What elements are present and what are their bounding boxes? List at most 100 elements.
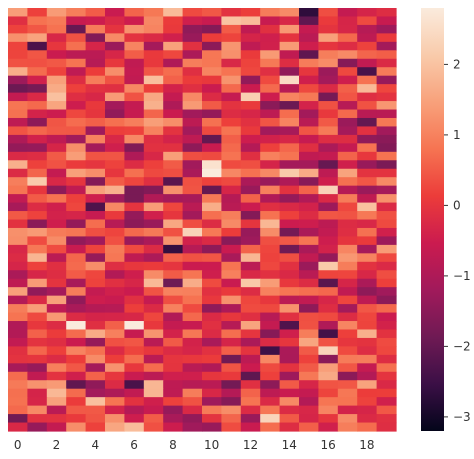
heatmap-cell [85, 287, 106, 297]
heatmap-cell [221, 24, 242, 34]
heatmap-cell [376, 185, 397, 195]
heatmap-cell [240, 329, 261, 339]
heatmap-cell [357, 58, 378, 68]
heatmap-cell [221, 253, 242, 263]
heatmap-cell [124, 422, 145, 432]
heatmap-cell [163, 295, 184, 305]
heatmap-cell [8, 363, 28, 373]
heatmap-cell [85, 329, 106, 339]
heatmap-cell [357, 41, 378, 51]
heatmap-cell [66, 185, 87, 195]
heatmap-cell [357, 397, 378, 407]
heatmap-cell [240, 84, 261, 94]
heatmap-cell [337, 278, 358, 288]
heatmap-cell [279, 321, 300, 331]
heatmap-cell [318, 397, 339, 407]
heatmap-cell [85, 185, 106, 195]
heatmap-cell [299, 295, 319, 305]
heatmap-cell [27, 109, 48, 119]
heatmap-cell [376, 177, 397, 187]
heatmap-cell [240, 75, 261, 85]
heatmap-cell [337, 8, 358, 18]
heatmap-cell [66, 177, 87, 187]
heatmap-cell [182, 346, 203, 356]
heatmap-cell [163, 202, 184, 212]
heatmap-cell [66, 278, 87, 288]
heatmap-cell [202, 168, 222, 178]
heatmap-cell [357, 185, 378, 195]
x-tick-label: 14 [282, 438, 297, 452]
heatmap-cell [221, 75, 242, 85]
heatmap-cell [143, 134, 164, 144]
heatmap-cell [260, 244, 281, 254]
heatmap-cell [240, 312, 261, 322]
heatmap-cell [376, 380, 397, 390]
heatmap-cell [376, 143, 397, 153]
heatmap-cell [124, 134, 145, 144]
heatmap-cell [299, 422, 319, 432]
heatmap-cell [337, 244, 358, 254]
heatmap-cell [85, 194, 106, 204]
heatmap-cell [318, 33, 339, 43]
heatmap-cell [260, 160, 281, 170]
heatmap-cell [240, 346, 261, 356]
heatmap-cell [221, 363, 242, 373]
heatmap-cell [357, 422, 378, 432]
heatmap-cell [299, 75, 319, 85]
heatmap-cell [357, 236, 378, 246]
heatmap-cell [105, 354, 125, 364]
heatmap-cell [163, 8, 184, 18]
heatmap-cell [337, 337, 358, 347]
heatmap-cell [240, 33, 261, 43]
x-tick-label: 12 [243, 438, 258, 452]
heatmap-cell [376, 75, 397, 85]
heatmap-cell [85, 202, 106, 212]
heatmap-cell [143, 67, 164, 77]
heatmap-cell [240, 321, 261, 331]
heatmap-cell [46, 109, 67, 119]
heatmap-cell [27, 151, 48, 161]
heatmap-cell [46, 321, 67, 331]
heatmap-cell [376, 244, 397, 254]
heatmap-cell [279, 117, 300, 128]
heatmap-cell [46, 422, 67, 432]
heatmap-cell [105, 92, 125, 102]
heatmap-cell [85, 134, 106, 144]
heatmap-cell [143, 380, 164, 390]
heatmap-cell [163, 16, 184, 26]
heatmap-cell [299, 92, 319, 102]
heatmap-cell [8, 236, 28, 246]
heatmap-cell [318, 58, 339, 68]
heatmap-cell [260, 92, 281, 102]
heatmap-cell [202, 33, 222, 43]
heatmap-cell [299, 219, 319, 229]
heatmap-cell [376, 397, 397, 407]
heatmap-cell [337, 287, 358, 297]
heatmap-cell [357, 24, 378, 34]
heatmap-cell [279, 143, 300, 153]
heatmap-cell [182, 185, 203, 195]
heatmap-cell [318, 253, 339, 263]
heatmap-cell [299, 58, 319, 68]
heatmap-cell [279, 16, 300, 26]
heatmap-cell [46, 67, 67, 77]
heatmap-cell [124, 236, 145, 246]
heatmap-cell [27, 414, 48, 424]
heatmap-cell [376, 287, 397, 297]
heatmap-cell [337, 75, 358, 85]
heatmap-cell [143, 219, 164, 229]
heatmap-cell [299, 261, 319, 271]
heatmap-cell [85, 354, 106, 364]
heatmap-cell [279, 185, 300, 195]
heatmap-cell [46, 304, 67, 314]
heatmap-cell [66, 202, 87, 212]
heatmap-cell [66, 371, 87, 381]
heatmap-cell [376, 134, 397, 144]
heatmap-cell [279, 33, 300, 43]
heatmap-cell [27, 244, 48, 254]
heatmap-cell [202, 337, 222, 347]
heatmap-cell [318, 329, 339, 339]
heatmap-cell [124, 194, 145, 204]
heatmap-cell [182, 84, 203, 94]
heatmap-cell [46, 397, 67, 407]
